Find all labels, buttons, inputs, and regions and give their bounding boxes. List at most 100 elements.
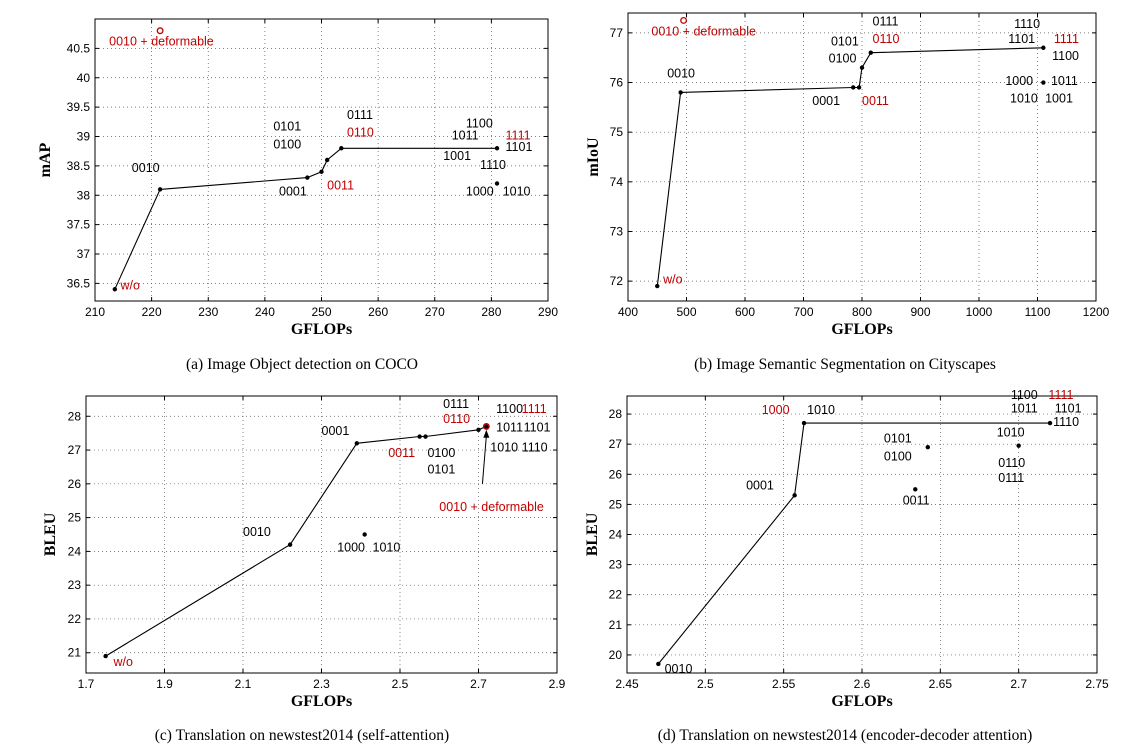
point-label: 0111 [998, 471, 1024, 485]
data-point [801, 420, 807, 426]
point-label: 1101 [1055, 402, 1082, 416]
x-tick-label: 400 [618, 305, 638, 319]
x-tick-label: 1.9 [156, 677, 173, 691]
point-label: 1101 [506, 140, 533, 154]
panel-a: 210 220 230 240 250 260 270 280 290 36.5 37 37.5 38 3… [37, 18, 558, 338]
x-tick-label: 1000 [966, 305, 993, 319]
y-tick-label: 27 [68, 443, 82, 457]
point-label: 0011 [327, 178, 354, 192]
y-tick-label: 39 [77, 130, 91, 144]
x-tick-label: 900 [910, 305, 930, 319]
data-point [354, 441, 360, 446]
point-label: 1101 [524, 420, 551, 434]
point-label: 1111 [522, 402, 547, 416]
x-tick-label: 280 [481, 305, 501, 319]
x-tick-label: 2.5 [392, 677, 409, 691]
y-tick-label: 36.5 [67, 276, 91, 290]
point-label: 1010 [490, 441, 518, 455]
series-line [114, 147, 497, 290]
point-label: 1111 [506, 128, 531, 142]
x-axis-label: GFLOPs [291, 693, 352, 710]
x-tick-label: 250 [311, 305, 331, 319]
x-tick-label: 2.6 [854, 677, 871, 691]
point-label: 0110 [443, 412, 470, 426]
data-point [856, 85, 862, 90]
point-label: 0100 [829, 52, 857, 66]
deformable-point [482, 422, 490, 430]
data-point [913, 487, 918, 492]
point-label: 1000 [762, 403, 790, 417]
point-label: 1010 [807, 403, 835, 417]
y-tick-label: 23 [68, 578, 82, 592]
series-line [105, 425, 487, 657]
x-tick-label: 2.7 [470, 677, 487, 691]
data-point [925, 444, 930, 450]
point-label: 0011 [903, 493, 930, 507]
y-axis-label: BLEU [584, 512, 601, 556]
point-label: 0110 [873, 32, 900, 46]
y-tick-label: 21 [609, 618, 623, 632]
point-label: 1010 [1010, 91, 1038, 105]
deformable-point [156, 27, 164, 35]
point-label: 0010 [132, 161, 160, 175]
x-tick-label: 1100 [1025, 305, 1051, 319]
y-tick-label: 27 [609, 437, 623, 451]
y-tick-label: 24 [68, 544, 82, 558]
y-tick-label: 21 [68, 646, 82, 660]
x-tick-label: 1.7 [78, 677, 95, 691]
point-label: 1000 [337, 540, 365, 554]
data-point [305, 175, 310, 180]
point-label: 0011 [862, 94, 889, 108]
data-point [484, 424, 489, 429]
point-label: 0010 [665, 662, 693, 676]
point-label: w/o [112, 655, 133, 669]
y-tick-label: 77 [610, 26, 624, 40]
data-point [324, 157, 330, 163]
x-tick-label: 500 [676, 305, 696, 319]
point-label: 1011 [1051, 74, 1078, 88]
point-label: 1111 [1054, 32, 1079, 46]
point-label: 1111 [1048, 388, 1073, 402]
y-tick-label: 20 [609, 648, 623, 662]
y-tick-label: 26 [609, 467, 623, 481]
caption-a: (a) Image Object detection on COCO [186, 356, 418, 373]
point-label: 1001 [1045, 91, 1073, 105]
y-axis-label: BLEU [42, 512, 59, 556]
point-label: 0111 [347, 108, 373, 122]
caption-d: (d) Translation on newstest2014 (encoder… [658, 727, 1033, 744]
y-tick-label: 39.5 [67, 100, 91, 114]
point-label: 0111 [873, 14, 899, 28]
y-axis-label: mIoU [585, 137, 602, 177]
point-label: 1010 [997, 426, 1025, 440]
point-label: 1110 [1014, 17, 1040, 31]
point-label: 0101 [884, 432, 912, 446]
point-label: 0001 [812, 94, 840, 108]
panel-c: 1.7 1.9 2.1 2.3 2.5 2.7 2.9 21 22 23 24 25 26 27 28 GFL… [42, 395, 566, 710]
point-label: 1100 [1052, 49, 1079, 63]
point-label: 1110 [1053, 415, 1079, 429]
data-point [494, 181, 500, 186]
data-point [362, 532, 367, 537]
data-point [287, 542, 293, 547]
y-tick-label: 26 [68, 477, 82, 491]
x-tick-label: 2.5 [697, 677, 714, 691]
data-point [157, 187, 163, 192]
y-tick-label: 22 [609, 588, 623, 602]
x-tick-label: 240 [255, 305, 275, 319]
plot-frame [626, 395, 1098, 674]
x-axis-label: GFLOPs [831, 321, 892, 338]
point-label: 1110 [480, 158, 506, 172]
data-point [494, 146, 500, 151]
y-tick-label: 75 [610, 125, 624, 139]
data-point [1016, 443, 1021, 448]
data-point [655, 283, 660, 289]
point-label: 0001 [279, 184, 307, 198]
x-tick-label: 2.9 [549, 677, 566, 691]
x-tick-label: 2.75 [1085, 677, 1109, 691]
data-point [1047, 420, 1053, 426]
x-tick-label: 2.45 [615, 677, 639, 691]
panel-b: 400 500 600 700 800 900 1000 1100 1200 72 73 74 75 76… [585, 12, 1110, 338]
data-point [112, 287, 118, 292]
data-point [423, 434, 428, 439]
point-label: 1011 [496, 420, 523, 434]
